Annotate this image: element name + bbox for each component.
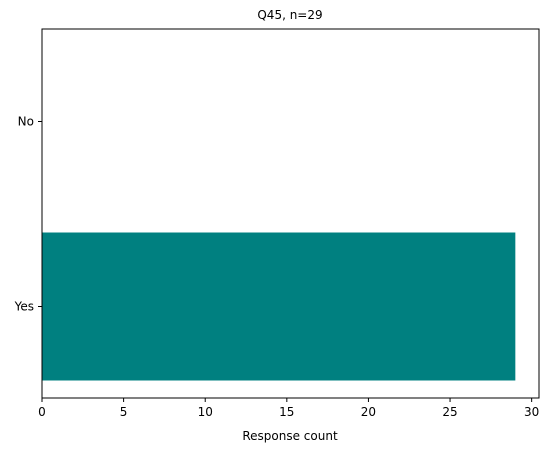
x-tick-label: 5 <box>120 405 128 419</box>
x-axis-label: Response count <box>242 429 338 443</box>
x-tick-label: 15 <box>279 405 294 419</box>
y-axis: No Yes <box>14 115 42 314</box>
x-tick-label: 20 <box>361 405 376 419</box>
bar-yes <box>42 232 516 381</box>
x-tick-label: 25 <box>442 405 457 419</box>
plot-area <box>42 232 516 381</box>
x-tick-label: 0 <box>38 405 46 419</box>
x-tick-label: 30 <box>524 405 539 419</box>
x-tick-label: 10 <box>198 405 213 419</box>
y-tick-label: Yes <box>14 300 34 314</box>
x-axis: 0 5 10 15 20 25 30 <box>38 398 539 419</box>
plot-frame <box>41 28 540 399</box>
y-tick-label: No <box>18 115 34 129</box>
chart-title: Q45, n=29 <box>257 8 322 22</box>
